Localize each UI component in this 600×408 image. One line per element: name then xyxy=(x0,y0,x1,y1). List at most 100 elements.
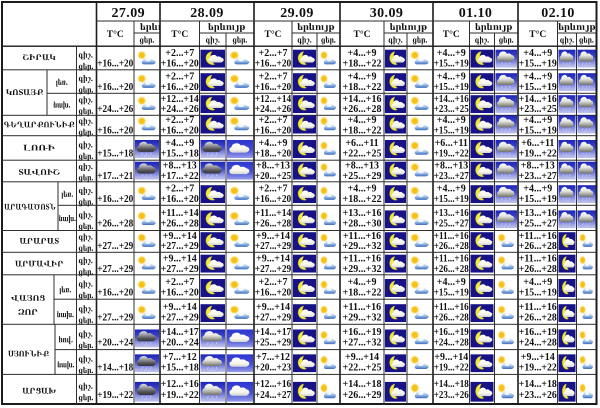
svg-text:+7...+12: +7...+12 xyxy=(256,352,290,363)
svg-text:+9...+14: +9...+14 xyxy=(163,254,197,265)
svg-text:+18...+22: +18...+22 xyxy=(343,194,382,205)
svg-text:+4...+9: +4...+9 xyxy=(348,277,377,288)
svg-text:+2...+7: +2...+7 xyxy=(165,277,194,288)
svg-text:+27...+29: +27...+29 xyxy=(161,241,199,252)
svg-text:+26...+28: +26...+28 xyxy=(519,312,557,323)
svg-text:+12...+16: +12...+16 xyxy=(161,379,199,390)
svg-text:+26...+28: +26...+28 xyxy=(97,219,133,230)
svg-text:+15...+19: +15...+19 xyxy=(519,288,557,299)
svg-text:+11...+16: +11...+16 xyxy=(519,231,557,242)
svg-text:+12...+16: +12...+16 xyxy=(255,379,292,390)
svg-text:+25...+27: +25...+27 xyxy=(434,219,469,230)
svg-text:+16...+20: +16...+20 xyxy=(161,125,199,136)
svg-text:T°C: T°C xyxy=(265,29,282,40)
svg-text:+11...+16: +11...+16 xyxy=(434,231,469,242)
svg-text:+14...+18: +14...+18 xyxy=(97,363,133,374)
svg-text:+27...+29: +27...+29 xyxy=(255,312,292,323)
svg-text:+27...+29: +27...+29 xyxy=(255,264,292,275)
svg-text:+20...+24: +20...+24 xyxy=(97,338,133,349)
svg-text:+4...+9: +4...+9 xyxy=(523,184,552,195)
svg-text:+24...+26: +24...+26 xyxy=(161,104,199,115)
svg-text:+6...+11: +6...+11 xyxy=(435,138,468,149)
svg-text:+4...+9: +4...+9 xyxy=(437,48,466,59)
svg-text:+14...+17: +14...+17 xyxy=(161,327,199,338)
svg-text:+19...+22: +19...+22 xyxy=(519,363,557,374)
svg-text:+16...+19: +16...+19 xyxy=(519,327,557,338)
svg-text:+2...+7: +2...+7 xyxy=(165,48,194,59)
svg-text:+4...+9: +4...+9 xyxy=(348,72,377,83)
svg-text:+18...+22: +18...+22 xyxy=(343,59,382,70)
svg-text:+13...+16: +13...+16 xyxy=(519,208,557,219)
svg-text:+18...+22: +18...+22 xyxy=(343,288,382,299)
svg-text:+27...+29: +27...+29 xyxy=(161,312,199,323)
svg-text:+8...+13: +8...+13 xyxy=(256,161,290,172)
svg-text:+15...+19: +15...+19 xyxy=(519,125,557,136)
svg-text:+15...+19: +15...+19 xyxy=(434,125,469,136)
svg-text:+16...+20: +16...+20 xyxy=(255,59,292,70)
svg-text:+16...+19: +16...+19 xyxy=(434,327,469,338)
svg-text:+28...+30: +28...+30 xyxy=(343,219,382,230)
svg-text:+24...+27: +24...+27 xyxy=(255,390,292,401)
svg-text:+24...+28: +24...+28 xyxy=(434,338,469,349)
svg-text:+26...+28: +26...+28 xyxy=(519,241,557,252)
svg-text:+16...+20: +16...+20 xyxy=(161,288,199,299)
svg-text:+2...+7: +2...+7 xyxy=(259,48,288,59)
svg-text:+11...+14: +11...+14 xyxy=(161,208,199,219)
svg-text:+14...+17: +14...+17 xyxy=(255,327,292,338)
svg-text:+9...+14: +9...+14 xyxy=(163,302,197,313)
svg-text:+27...+29: +27...+29 xyxy=(97,264,133,275)
svg-text:+7...+12: +7...+12 xyxy=(163,352,197,363)
svg-text:+23...+26: +23...+26 xyxy=(519,390,557,401)
svg-text:+19...+22: +19...+22 xyxy=(434,363,469,374)
svg-text:+29...+32: +29...+32 xyxy=(343,312,382,323)
svg-text:T°C: T°C xyxy=(529,29,546,40)
svg-text:+23...+27: +23...+27 xyxy=(519,171,557,182)
svg-text:+11...+16: +11...+16 xyxy=(343,231,381,242)
svg-text:+15...+19: +15...+19 xyxy=(519,194,557,205)
svg-text:+4...+9: +4...+9 xyxy=(348,184,377,195)
svg-text:+23...+25: +23...+25 xyxy=(519,104,557,115)
svg-text:+22...+25: +22...+25 xyxy=(343,363,382,374)
svg-text:+26...+28: +26...+28 xyxy=(434,312,469,323)
svg-text:+15...+19: +15...+19 xyxy=(434,82,469,93)
svg-text:+12...+14: +12...+14 xyxy=(255,94,292,105)
svg-text:28.09: 28.09 xyxy=(190,6,224,21)
svg-text:+2...+7: +2...+7 xyxy=(165,115,194,126)
svg-text:+18...+22: +18...+22 xyxy=(343,82,382,93)
svg-text:+16...+20: +16...+20 xyxy=(161,194,199,205)
svg-text:+27...+29: +27...+29 xyxy=(97,312,133,323)
svg-text:+9...+14: +9...+14 xyxy=(434,352,468,363)
svg-text:+9...+14: +9...+14 xyxy=(256,254,290,265)
svg-text:+16...+20: +16...+20 xyxy=(97,125,133,136)
svg-text:+11...+16: +11...+16 xyxy=(519,254,557,265)
svg-text:+26...+28: +26...+28 xyxy=(434,264,469,275)
svg-text:+23...+26: +23...+26 xyxy=(434,390,469,401)
svg-text:+4...+9: +4...+9 xyxy=(523,48,552,59)
svg-text:+4...+9: +4...+9 xyxy=(523,115,552,126)
svg-text:+25...+27: +25...+27 xyxy=(519,219,557,230)
svg-text:+20...+25: +20...+25 xyxy=(255,171,292,182)
svg-text:+2...+7: +2...+7 xyxy=(259,115,288,126)
svg-text:+16...+20: +16...+20 xyxy=(255,125,292,136)
svg-text:+23...+27: +23...+27 xyxy=(434,171,469,182)
svg-text:01.10: 01.10 xyxy=(459,6,493,21)
svg-text:+27...+29: +27...+29 xyxy=(97,241,133,252)
svg-text:+13...+16: +13...+16 xyxy=(343,208,382,219)
svg-text:+4...+9: +4...+9 xyxy=(523,277,552,288)
svg-text:+27...+32: +27...+32 xyxy=(343,338,382,349)
svg-text:+9...+14: +9...+14 xyxy=(256,231,290,242)
svg-text:+20...+23: +20...+23 xyxy=(255,363,292,374)
svg-text:+4...+9: +4...+9 xyxy=(348,48,377,59)
svg-text:+14...+18: +14...+18 xyxy=(434,379,469,390)
svg-text:+14...+18: +14...+18 xyxy=(343,379,382,390)
svg-text:+9...+14: +9...+14 xyxy=(256,302,290,313)
svg-text:+14...+16: +14...+16 xyxy=(434,94,469,105)
svg-text:+4...+9: +4...+9 xyxy=(523,72,552,83)
svg-text:T°C: T°C xyxy=(443,29,460,40)
svg-text:+2...+7: +2...+7 xyxy=(259,184,288,195)
svg-text:+24...+26: +24...+26 xyxy=(97,104,133,115)
svg-text:+25...+29: +25...+29 xyxy=(343,171,382,182)
svg-text:+18...+20: +18...+20 xyxy=(255,149,292,160)
svg-text:+4...+9: +4...+9 xyxy=(259,138,288,149)
svg-text:+24...+28: +24...+28 xyxy=(519,338,557,349)
